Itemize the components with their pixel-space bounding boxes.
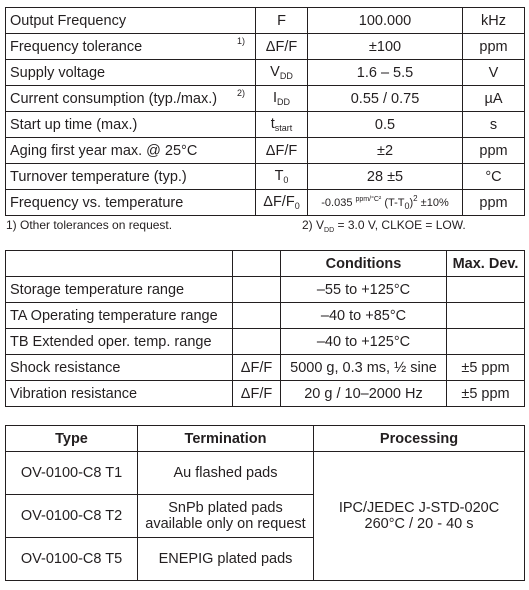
symbol-cell: ΔF/F [232, 380, 281, 407]
param-cell: Output Frequency [5, 7, 256, 34]
param-cell: TA Operating temperature range [5, 302, 233, 329]
termination-line-2: available only on request [145, 516, 306, 532]
footnotes: 1) Other tolerances on request. 2) VDD =… [6, 218, 524, 234]
termination-line-1: SnPb plated pads [168, 500, 283, 516]
symbol-cell [232, 276, 281, 303]
value-cell: ±100 [307, 33, 463, 60]
symbol-cell [232, 302, 281, 329]
table-row: OV-0100-C8 T5 ENEPIG plated pads [5, 537, 525, 581]
table-header-row: Type Termination Processing [5, 425, 525, 452]
value-cell: -0.035 ppm/°C² (T-T0)2 ±10% [307, 189, 463, 216]
processing-cell: IPC/JEDEC J-STD-020C 260°C / 20 - 40 s [313, 451, 525, 581]
symbol-cell: tstart [255, 111, 308, 138]
footnote-marker: 1) [236, 35, 245, 46]
unit-cell: ppm [462, 33, 525, 60]
table-row: Aging first year max. @ 25°C ΔF/F ±2 ppm [5, 137, 525, 164]
header-termination: Termination [137, 425, 314, 452]
dev-cell: ±5 ppm [446, 354, 525, 381]
symbol-cell: ΔF/F [255, 137, 308, 164]
header-empty-2 [232, 250, 281, 277]
param-cell: Frequency tolerance 1) [5, 33, 256, 60]
symbol-cell: T0 [255, 163, 308, 190]
table-row: Output Frequency F 100.000 kHz [5, 7, 525, 34]
param-cell: Shock resistance [5, 354, 233, 381]
unit-cell: s [462, 111, 525, 138]
dev-cell: ±5 ppm [446, 380, 525, 407]
header-empty-1 [5, 250, 233, 277]
table-row: Vibration resistance ΔF/F 20 g / 10–2000… [5, 380, 525, 407]
processing-standard: IPC/JEDEC J-STD-020C [338, 500, 500, 516]
table-row: OV-0100-C8 T1 Au flashed pads IPC/JEDEC … [5, 451, 525, 581]
value-cell: 0.55 / 0.75 [307, 85, 463, 112]
table-row: Shock resistance ΔF/F 5000 g, 0.3 ms, ½ … [5, 354, 525, 381]
condition-cell: –40 to +125°C [280, 328, 447, 355]
header-max-dev: Max. Dev. [446, 250, 525, 277]
unit-cell: V [462, 59, 525, 86]
param-cell: TB Extended oper. temp. range [5, 328, 233, 355]
footnote-marker: 2) [236, 87, 245, 98]
value-cell: 0.5 [307, 111, 463, 138]
table-row: Turnover temperature (typ.) T0 28 ±5 °C [5, 163, 525, 190]
value-cell: 1.6 – 5.5 [307, 59, 463, 86]
param-cell: Current consumption (typ./max.) 2) [5, 85, 256, 112]
header-processing: Processing [313, 425, 525, 452]
termination-cell: Au flashed pads [137, 451, 314, 495]
table-row: Frequency vs. temperature ΔF/F0 -0.035 p… [5, 189, 525, 216]
unit-cell: kHz [462, 7, 525, 34]
param-cell: Frequency vs. temperature [5, 189, 256, 216]
header-conditions: Conditions [280, 250, 447, 277]
table-header-row: Conditions Max. Dev. [5, 250, 525, 277]
symbol-cell: F [255, 7, 308, 34]
condition-cell: –55 to +125°C [280, 276, 447, 303]
symbol-cell [232, 328, 281, 355]
table-row: Start up time (max.) tstart 0.5 s [5, 111, 525, 138]
unit-cell: ppm [462, 189, 525, 216]
symbol-cell: ΔF/F [232, 354, 281, 381]
specification-table: Output Frequency F 100.000 kHz Frequency… [5, 7, 525, 216]
ordering-table: Type Termination Processing OV-0100-C8 T… [5, 425, 525, 581]
value-cell: 100.000 [307, 7, 463, 34]
value-cell: 28 ±5 [307, 163, 463, 190]
footnote-1: 1) Other tolerances on request. [6, 218, 173, 232]
termination-cell: SnPb plated pads available only on reque… [137, 494, 314, 538]
unit-cell: °C [462, 163, 525, 190]
termination-cell: ENEPIG plated pads [137, 537, 314, 581]
type-cell: OV-0100-C8 T1 [5, 451, 138, 495]
symbol-cell: ΔF/F [255, 33, 308, 60]
environmental-table: Conditions Max. Dev. Storage temperature… [5, 250, 525, 407]
param-cell: Turnover temperature (typ.) [5, 163, 256, 190]
param-cell: Start up time (max.) [5, 111, 256, 138]
dev-cell [446, 328, 525, 355]
symbol-cell: IDD [255, 85, 308, 112]
param-cell: Vibration resistance [5, 380, 233, 407]
param-cell: Supply voltage [5, 59, 256, 86]
table-row: Supply voltage VDD 1.6 – 5.5 V [5, 59, 525, 86]
symbol-cell: ΔF/F0 [255, 189, 308, 216]
footnote-2: 2) VDD = 3.0 V, CLKOE = LOW. [302, 218, 466, 234]
value-cell: ±2 [307, 137, 463, 164]
condition-cell: 5000 g, 0.3 ms, ½ sine [280, 354, 447, 381]
table-row: OV-0100-C8 T2 SnPb plated pads available… [5, 494, 525, 538]
condition-cell: 20 g / 10–2000 Hz [280, 380, 447, 407]
param-cell: Aging first year max. @ 25°C [5, 137, 256, 164]
condition-cell: –40 to +85°C [280, 302, 447, 329]
dev-cell [446, 302, 525, 329]
unit-cell: ppm [462, 137, 525, 164]
dev-cell [446, 276, 525, 303]
type-cell: OV-0100-C8 T5 [5, 537, 138, 581]
processing-profile: 260°C / 20 - 40 s [364, 516, 474, 532]
table-row: TB Extended oper. temp. range –40 to +12… [5, 328, 525, 355]
table-row: Frequency tolerance 1) ΔF/F ±100 ppm [5, 33, 525, 60]
param-cell: Storage temperature range [5, 276, 233, 303]
symbol-cell: VDD [255, 59, 308, 86]
unit-cell: µA [462, 85, 525, 112]
table-row: TA Operating temperature range –40 to +8… [5, 302, 525, 329]
table-row: Current consumption (typ./max.) 2) IDD 0.… [5, 85, 525, 112]
table-row: Storage temperature range –55 to +125°C [5, 276, 525, 303]
header-type: Type [5, 425, 138, 452]
type-cell: OV-0100-C8 T2 [5, 494, 138, 538]
